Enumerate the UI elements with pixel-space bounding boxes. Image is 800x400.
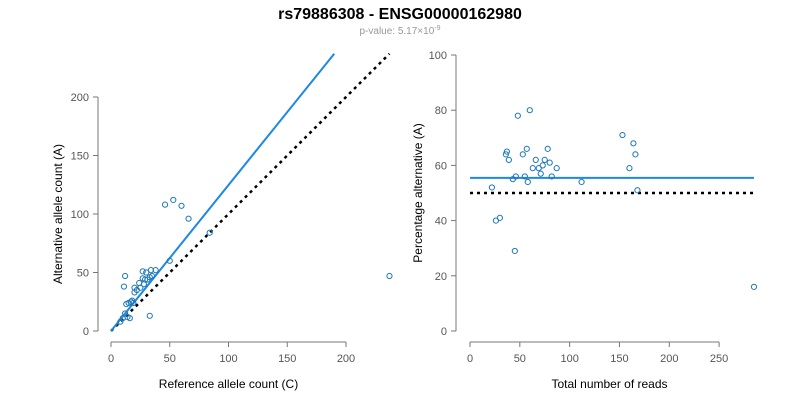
data-point — [546, 159, 553, 166]
y-tick-label: 80 — [435, 105, 447, 117]
y-axis-label: Alternative allele count (A) — [51, 144, 65, 284]
x-axis-label: Total number of reads — [551, 377, 667, 391]
fit-line — [110, 53, 336, 332]
data-point — [496, 214, 503, 221]
data-point — [122, 272, 129, 280]
data-point — [503, 148, 510, 155]
data-point — [130, 299, 137, 307]
x-tick-label: 250 — [710, 353, 728, 365]
data-point — [514, 112, 521, 119]
x-tick-label: 200 — [660, 353, 678, 365]
data-point — [141, 276, 149, 283]
x-tick-label: 100 — [219, 353, 237, 365]
data-point — [523, 145, 530, 152]
data-point — [143, 269, 150, 276]
y-tick-label: 50 — [77, 268, 89, 280]
data-point — [539, 162, 546, 169]
y-tick-label: 150 — [71, 151, 89, 163]
data-point — [750, 283, 758, 290]
y-tick-label: 20 — [435, 271, 447, 283]
y-tick-label: 100 — [71, 209, 89, 221]
data-point — [178, 202, 185, 209]
subtitle-exponent: -9 — [434, 25, 440, 32]
data-point — [161, 201, 169, 208]
data-point — [166, 257, 173, 264]
y-axis-label: Percentage alternative (A) — [411, 123, 425, 262]
data-point — [521, 173, 528, 180]
chart-subtitle: p-value: 5.17×10-9 — [359, 25, 440, 37]
x-tick-label: 0 — [467, 353, 473, 365]
x-tick-label: 200 — [337, 353, 355, 365]
data-point — [630, 140, 637, 147]
y-tick-label: 200 — [71, 92, 89, 104]
data-point — [488, 184, 496, 191]
data-point — [139, 268, 146, 275]
data-point — [120, 283, 128, 290]
data-point — [511, 247, 518, 255]
data-point — [185, 215, 192, 222]
data-point — [632, 151, 639, 158]
data-point — [137, 284, 144, 291]
chart-title: rs79886308 - ENSG00000162980 — [278, 6, 522, 23]
data-point — [505, 156, 512, 163]
y-tick-label: 60 — [435, 160, 447, 172]
data-point — [634, 187, 641, 194]
left-scatter-panel: 0 50 100 150 200 0 50 100 150 200 Reference allele… — [51, 52, 393, 391]
data-point — [526, 107, 533, 114]
reference-line — [110, 52, 391, 332]
data-point — [553, 165, 560, 172]
right-scatter-panel: 0 50 100 150 200 250 0 20 40 60 80 100 Total number … — [411, 50, 758, 391]
y-tick-label: 0 — [441, 326, 447, 338]
data-point — [170, 196, 177, 204]
data-point — [548, 173, 555, 180]
data-point — [502, 151, 509, 158]
y-tick-label: 40 — [435, 216, 447, 228]
data-point — [578, 178, 585, 186]
data-point — [152, 267, 159, 274]
data-point — [386, 272, 393, 280]
x-tick-label: 100 — [560, 353, 578, 365]
data-point — [149, 272, 156, 280]
data-point — [541, 156, 548, 163]
data-point — [544, 145, 551, 152]
x-axis-label: Reference allele count (C) — [159, 377, 298, 391]
data-point — [206, 229, 213, 236]
x-tick-label: 150 — [278, 353, 296, 365]
x-tick-label: 50 — [514, 353, 526, 365]
data-point — [126, 315, 133, 322]
data-point — [619, 131, 626, 139]
y-tick-label: 100 — [429, 50, 447, 62]
subtitle-base: p-value: 5.17×10 — [359, 26, 434, 37]
data-point — [146, 312, 153, 319]
data-point — [512, 173, 519, 180]
data-point — [519, 151, 526, 158]
data-point — [626, 165, 633, 172]
x-tick-label: 0 — [108, 353, 114, 365]
x-tick-label: 150 — [610, 353, 628, 365]
data-point — [529, 165, 536, 172]
x-tick-label: 50 — [164, 353, 176, 365]
data-point — [537, 170, 544, 177]
y-tick-label: 0 — [83, 326, 89, 338]
data-point — [532, 156, 539, 163]
data-point — [524, 178, 531, 186]
